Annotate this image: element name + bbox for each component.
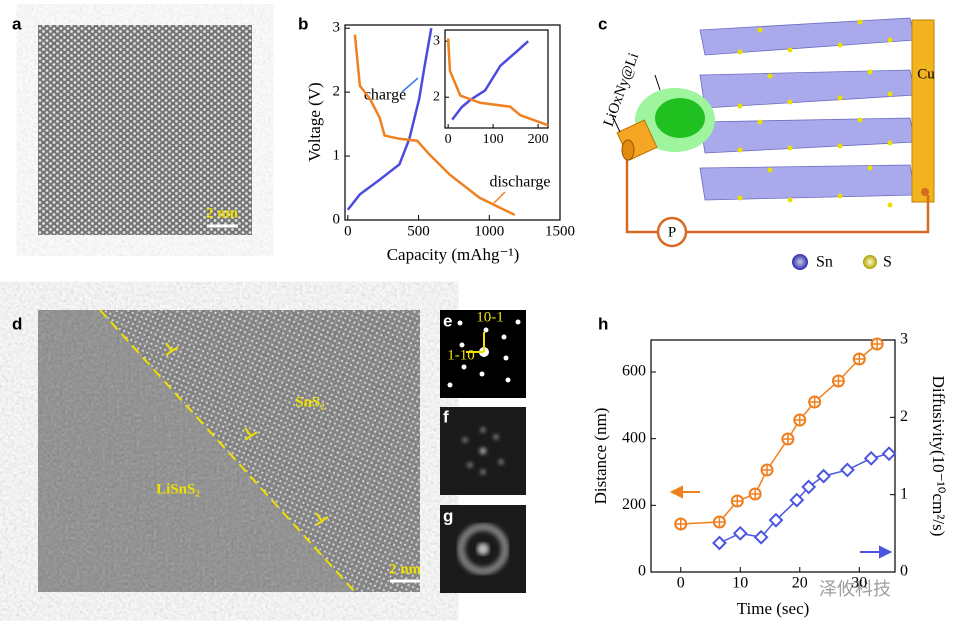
panel-label: e	[443, 311, 452, 330]
direction-markers	[165, 342, 329, 526]
y-axis-label: Voltage (V)	[305, 82, 324, 161]
marker-cross	[731, 495, 743, 507]
y-tick-label: 1	[333, 148, 341, 164]
marker	[732, 525, 748, 541]
watermark: 泽攸科技	[819, 579, 891, 600]
panel-label: a	[12, 14, 22, 33]
plot-frame	[444, 29, 549, 129]
x-tick-label: 0	[344, 223, 352, 239]
fft-center	[477, 543, 489, 555]
fft-ring	[457, 523, 509, 575]
y-tick-label: 600	[622, 363, 646, 380]
y-tick-label: 0	[333, 211, 341, 227]
legend-label: Sn	[816, 254, 833, 271]
marker	[816, 468, 831, 484]
collector-label: Cu	[917, 66, 935, 82]
phase-label: LiSnS₂	[156, 481, 200, 497]
scale-bar-label: 2 nm	[206, 205, 239, 221]
marker-cross	[713, 516, 725, 528]
spot-label: 1-10	[447, 347, 475, 363]
y2-axis-label: Diffusivity(10⁻¹⁰cm²/s)	[929, 376, 948, 537]
panel-label: g	[443, 506, 453, 525]
phase-label: SnS₂	[295, 394, 325, 410]
legend-label: S	[883, 254, 892, 271]
y-axis-label: Distance (nm)	[591, 408, 610, 505]
y-tick-label: 0	[638, 563, 646, 580]
fft-spots	[463, 428, 503, 474]
y2-tick-label: 0	[900, 563, 908, 580]
image-grain	[38, 25, 252, 235]
panel-label: b	[298, 14, 308, 33]
marker	[801, 479, 817, 495]
image-grain	[38, 310, 420, 592]
x-tick-label: 0	[677, 575, 685, 592]
marker-cross	[853, 353, 865, 365]
axis-arrow	[860, 545, 893, 559]
series-line	[451, 40, 530, 121]
marker-cross	[749, 488, 761, 500]
series-line	[680, 343, 878, 525]
marker-cross	[794, 414, 806, 426]
arrow	[493, 191, 506, 204]
plot-frame	[650, 339, 896, 573]
marker	[768, 512, 784, 528]
series-annotation: charge	[364, 87, 406, 104]
marker-cross	[809, 396, 821, 408]
series-line	[353, 34, 516, 217]
series-annotation: discharge	[489, 174, 550, 191]
y2-tick-label: 2	[900, 408, 908, 425]
marker	[839, 462, 855, 478]
vector-arrows	[466, 332, 485, 353]
x-axis-label: Time (sec)	[737, 599, 810, 618]
x-tick-label: 1500	[545, 223, 575, 239]
panel-label: h	[598, 314, 608, 333]
y-tick-label: 2	[333, 84, 341, 100]
x-tick-label: 20	[792, 575, 808, 592]
y-tick-label: 200	[622, 496, 646, 513]
marker	[863, 450, 879, 466]
marker-cross	[782, 433, 794, 445]
axis-arrow	[669, 485, 700, 499]
y2-tick-label: 1	[900, 485, 908, 502]
x-tick-label: 200	[528, 132, 549, 147]
arrow	[401, 77, 419, 93]
x-tick-label: 0	[445, 132, 452, 147]
panel-label: c	[598, 14, 607, 33]
series-line	[446, 38, 549, 127]
x-axis-label: Capacity (mAhg⁻¹)	[387, 245, 520, 264]
x-tick-label: 100	[483, 132, 504, 147]
marker-cross	[832, 375, 844, 387]
y2-tick-label: 3	[900, 331, 908, 348]
marker	[789, 492, 805, 508]
panel-label: f	[443, 407, 449, 426]
x-tick-label: 1000	[474, 223, 504, 239]
marker-cross	[675, 518, 687, 530]
schematic	[611, 17, 935, 270]
x-tick-label: 30	[851, 575, 867, 592]
marker-cross	[761, 464, 773, 476]
y-tick-label: 3	[433, 33, 440, 48]
x-tick-label: 500	[407, 223, 430, 239]
plot-frame	[344, 24, 561, 221]
scale-bar-label: 2 nm	[389, 561, 422, 577]
y-tick-label: 2	[433, 89, 440, 104]
marker-cross	[871, 338, 883, 350]
series-line	[719, 452, 890, 544]
y-tick-label: 400	[622, 429, 646, 446]
spot-label: 10-1	[476, 309, 504, 325]
x-tick-label: 10	[732, 575, 748, 592]
marker	[712, 535, 727, 551]
series-line	[346, 27, 433, 211]
y-tick-label: 3	[333, 20, 341, 36]
marker	[881, 446, 897, 462]
power-label: P	[668, 224, 676, 240]
marker	[753, 529, 769, 545]
panel-label: d	[12, 314, 22, 333]
